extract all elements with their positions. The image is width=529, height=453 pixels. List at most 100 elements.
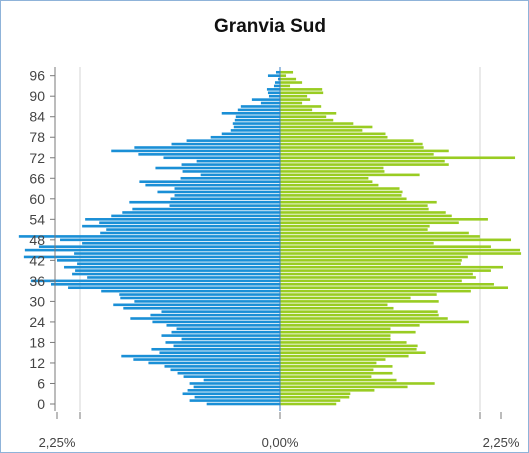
x-axis: 2,25% 0,00% 2,25% bbox=[39, 412, 520, 450]
bar-left-age-38 bbox=[72, 272, 280, 276]
bar-left-age-65 bbox=[139, 180, 280, 183]
bar-left-age-42 bbox=[57, 259, 281, 262]
bar-right-age-23 bbox=[280, 324, 420, 327]
bar-right-age-9 bbox=[280, 371, 393, 375]
bar-right-age-54 bbox=[280, 218, 488, 221]
bar-right-age-44 bbox=[280, 252, 522, 255]
bar-left-age-17 bbox=[173, 344, 280, 348]
bar-left-age-31 bbox=[120, 296, 280, 300]
bar-left-age-94 bbox=[274, 81, 280, 84]
bar-left-age-12 bbox=[148, 361, 280, 365]
bar-right-age-89 bbox=[280, 98, 311, 101]
bar-right-age-80 bbox=[280, 129, 363, 132]
bar-left-age-3 bbox=[182, 392, 280, 396]
bar-left-age-19 bbox=[181, 337, 280, 341]
bar-left-age-35 bbox=[50, 283, 280, 286]
bar-right-age-94 bbox=[280, 81, 303, 84]
bar-left-age-39 bbox=[75, 269, 280, 272]
bar-left-age-0 bbox=[206, 402, 280, 406]
bar-left-age-73 bbox=[138, 153, 280, 156]
bar-left-age-82 bbox=[232, 122, 280, 125]
bar-right-age-8 bbox=[280, 375, 372, 378]
bar-left-age-29 bbox=[113, 303, 280, 307]
bar-left-age-10 bbox=[170, 368, 280, 372]
bar-right-age-41 bbox=[280, 262, 461, 266]
bar-left-age-95 bbox=[277, 77, 280, 81]
bar-right-age-13 bbox=[280, 358, 386, 361]
bar-left-age-5 bbox=[193, 385, 280, 389]
bar-right-age-79 bbox=[280, 132, 386, 136]
bar-left-age-24 bbox=[152, 320, 280, 324]
bar-left-age-63 bbox=[174, 187, 280, 190]
bar-left-age-97 bbox=[275, 70, 280, 74]
bars-left-series bbox=[18, 70, 281, 406]
bar-left-age-37 bbox=[87, 276, 281, 279]
bar-right-age-61 bbox=[280, 194, 402, 197]
bar-right-age-58 bbox=[280, 204, 428, 207]
bar-left-age-6 bbox=[189, 382, 280, 385]
bar-right-age-24 bbox=[280, 320, 469, 324]
bar-right-age-4 bbox=[280, 389, 375, 392]
bar-left-age-22 bbox=[176, 327, 280, 331]
bar-left-age-84 bbox=[235, 115, 280, 119]
bar-right-age-26 bbox=[280, 313, 439, 317]
bar-right-age-47 bbox=[280, 241, 434, 245]
bar-right-age-12 bbox=[280, 361, 377, 365]
bar-left-age-88 bbox=[260, 101, 280, 105]
bar-right-age-55 bbox=[280, 214, 452, 218]
bar-right-age-14 bbox=[280, 354, 409, 358]
bar-right-age-74 bbox=[280, 149, 449, 153]
bar-left-age-66 bbox=[180, 176, 280, 180]
bar-left-age-7 bbox=[203, 378, 280, 382]
y-tick-label: 36 bbox=[29, 273, 45, 289]
bar-right-age-53 bbox=[280, 221, 459, 225]
y-tick-label: 18 bbox=[29, 334, 45, 350]
bar-left-age-4 bbox=[187, 389, 280, 392]
bar-left-age-50 bbox=[100, 231, 280, 235]
bar-right-age-73 bbox=[280, 153, 434, 156]
bar-left-age-47 bbox=[82, 241, 281, 245]
bar-left-age-58 bbox=[169, 204, 280, 207]
bar-left-age-78 bbox=[210, 135, 280, 139]
bar-right-age-66 bbox=[280, 176, 369, 180]
bar-left-age-53 bbox=[99, 221, 280, 225]
bar-left-age-56 bbox=[122, 211, 280, 214]
bar-left-age-69 bbox=[155, 166, 280, 170]
bar-right-age-97 bbox=[280, 70, 294, 74]
bar-left-age-81 bbox=[233, 125, 280, 129]
bar-left-age-44 bbox=[74, 252, 280, 255]
x-tick-label-right: 2,25% bbox=[483, 435, 520, 450]
bar-left-age-64 bbox=[145, 183, 280, 187]
x-tick-label-center: 0,00% bbox=[262, 435, 299, 450]
bar-right-age-45 bbox=[280, 248, 521, 252]
bar-right-age-50 bbox=[280, 231, 469, 235]
bar-right-age-62 bbox=[280, 190, 403, 194]
y-tick-label: 48 bbox=[29, 232, 45, 248]
bar-right-age-0 bbox=[280, 402, 337, 406]
bar-left-age-36 bbox=[30, 279, 281, 283]
bars-right-series bbox=[280, 70, 522, 406]
bar-left-age-34 bbox=[68, 286, 280, 290]
bar-right-age-2 bbox=[280, 395, 350, 399]
bar-left-age-72 bbox=[163, 156, 280, 160]
bar-right-age-38 bbox=[280, 272, 473, 276]
bar-right-age-65 bbox=[280, 180, 373, 183]
bar-left-age-48 bbox=[60, 238, 280, 242]
bar-right-age-21 bbox=[280, 330, 416, 334]
bar-right-age-68 bbox=[280, 170, 385, 173]
bar-left-age-11 bbox=[164, 365, 280, 368]
bar-right-age-10 bbox=[280, 368, 374, 372]
bar-left-age-67 bbox=[200, 173, 280, 177]
bar-right-age-17 bbox=[280, 344, 418, 348]
bar-right-age-76 bbox=[280, 142, 423, 146]
y-tick-label: 24 bbox=[29, 314, 45, 330]
bar-right-age-82 bbox=[280, 122, 354, 125]
bar-right-age-40 bbox=[280, 265, 503, 269]
y-tick-label: 30 bbox=[29, 293, 45, 309]
bar-left-age-91 bbox=[267, 91, 280, 95]
bar-left-age-90 bbox=[268, 94, 280, 98]
bar-right-age-57 bbox=[280, 207, 429, 211]
bar-right-age-84 bbox=[280, 115, 327, 119]
bar-right-age-85 bbox=[280, 112, 337, 115]
bar-left-age-77 bbox=[186, 139, 280, 142]
